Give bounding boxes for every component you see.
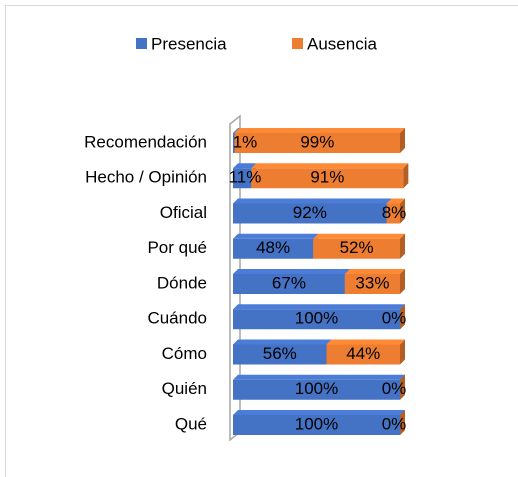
bar-top — [313, 233, 405, 239]
data-label: 91% — [310, 168, 344, 187]
bar-segment — [386, 198, 405, 224]
data-label: 11% — [229, 168, 262, 187]
data-label: 67% — [272, 273, 306, 292]
bar-side — [403, 163, 409, 189]
bar-side — [400, 233, 405, 259]
bar-segment — [326, 339, 405, 365]
category-label: Oficial — [160, 203, 207, 222]
bar-top — [233, 339, 332, 345]
bar-top — [233, 304, 405, 310]
bar-side — [400, 128, 405, 153]
bar-top — [233, 410, 405, 415]
data-label: 100% — [295, 379, 338, 398]
data-label: 100% — [295, 414, 338, 433]
bar-side — [400, 304, 405, 330]
bar-top — [251, 163, 409, 169]
legend-swatch — [292, 38, 303, 49]
data-label: 33% — [355, 273, 389, 292]
bar-front — [326, 344, 400, 365]
category-label: Cómo — [162, 344, 207, 363]
data-label: 48% — [256, 238, 290, 257]
legend-label: Presencia — [151, 34, 227, 53]
bar-top — [233, 269, 350, 274]
bar-segment — [344, 269, 405, 294]
data-label: 52% — [340, 238, 374, 257]
bar-front — [233, 309, 400, 330]
category-label: Dónde — [157, 273, 207, 292]
category-label: Recomendación — [84, 132, 207, 151]
bar-top — [233, 163, 257, 169]
bar-top — [344, 269, 405, 274]
data-label: 1% — [233, 132, 258, 151]
bar-side — [400, 374, 405, 400]
data-label: 99% — [300, 132, 334, 151]
data-label: 100% — [295, 309, 338, 328]
data-label: 92% — [293, 203, 327, 222]
bar-top — [326, 339, 405, 345]
bar-top — [234, 128, 405, 133]
bar-front — [313, 238, 400, 259]
bar-top — [233, 374, 405, 380]
bar-segment — [400, 374, 405, 400]
data-label: 44% — [346, 344, 380, 363]
bar-top — [233, 198, 392, 204]
legend-swatch — [136, 38, 147, 49]
category-label: Cuándo — [147, 309, 207, 328]
bar-top — [233, 233, 319, 239]
bar-front — [233, 415, 400, 435]
category-label: Por qué — [147, 238, 207, 257]
bar-front — [233, 379, 400, 400]
bar-front — [233, 133, 235, 153]
bar-front — [233, 274, 345, 294]
data-label: 56% — [263, 344, 297, 363]
category-label: Qué — [175, 414, 207, 433]
bar-side — [400, 198, 405, 224]
bar-side — [400, 410, 405, 435]
legend-label: Ausencia — [307, 34, 377, 53]
bar-side — [400, 339, 405, 365]
data-label: 0% — [382, 414, 407, 433]
bar-segment — [400, 304, 405, 330]
bar-top — [386, 198, 405, 204]
bar-segment — [251, 163, 409, 189]
data-label: 0% — [382, 379, 407, 398]
bar-segment — [313, 233, 405, 259]
category-label: Quién — [162, 379, 207, 398]
bar-segment — [400, 410, 405, 435]
data-label: 0% — [382, 309, 407, 328]
bar-front — [233, 238, 314, 259]
bar-segment — [234, 128, 405, 153]
bar-top — [233, 128, 240, 133]
bar-side — [400, 269, 405, 294]
bar-front — [344, 274, 400, 294]
bar-front — [233, 344, 327, 365]
bar-front — [234, 133, 400, 153]
data-label: 8% — [382, 203, 407, 222]
category-label: Hecho / Opinión — [85, 168, 207, 187]
bar-front — [233, 203, 387, 224]
bar-front — [251, 168, 404, 189]
bar-front — [386, 203, 400, 224]
bar-front — [233, 168, 252, 189]
legend: Presencia Ausencia — [136, 34, 377, 53]
